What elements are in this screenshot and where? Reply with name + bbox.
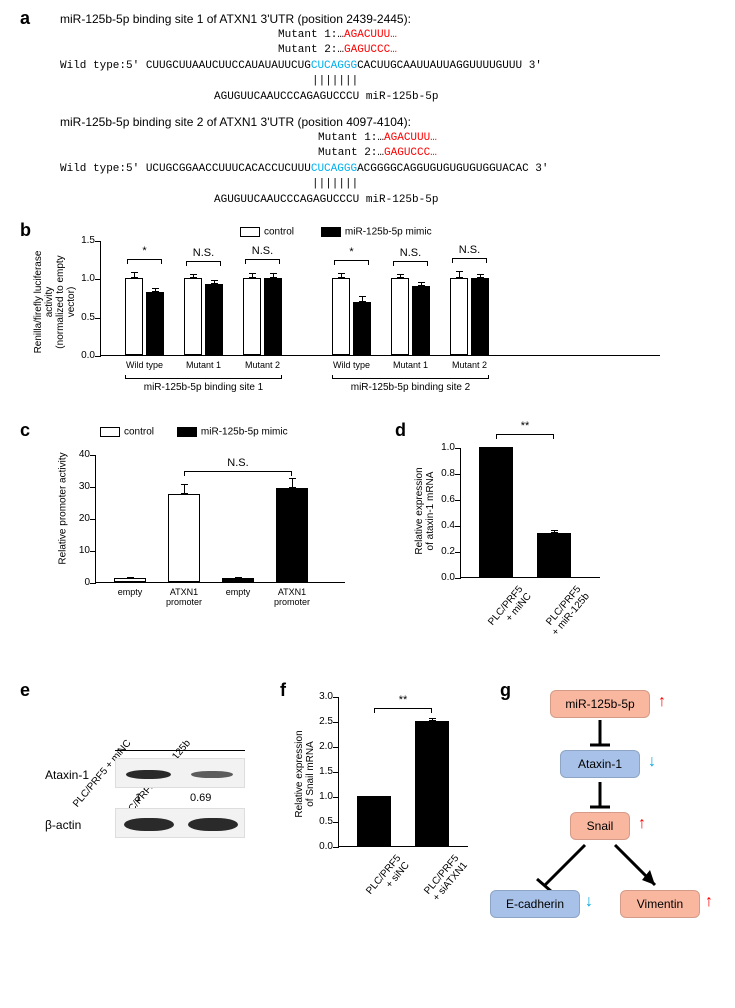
pathway-edges — [490, 690, 720, 990]
arrow-snail: ↑ — [638, 815, 646, 833]
panel-f-chart: Relative expression of Snail mRNA 0.00.5… — [290, 685, 500, 945]
legend-control: control — [264, 226, 294, 237]
panel-d-chart: Relative expression of ataxin-1 mRNA 0.0… — [410, 430, 660, 650]
panel-f-label: f — [280, 680, 286, 701]
node-ataxin: Ataxin-1 — [560, 750, 640, 778]
panel-a-label: a — [20, 8, 30, 29]
panel-c-label: c — [20, 420, 30, 441]
legend-mimic: miR-125b-5p mimic — [345, 226, 432, 237]
panel-d-label: d — [395, 420, 406, 441]
arrow-vim: ↑ — [705, 893, 713, 911]
arrow-ataxin: ↓ — [648, 753, 656, 771]
wb-row2-label: β-actin — [45, 818, 81, 832]
site2-title: miR-125b-5p binding site 2 of ATXN1 3'UT… — [60, 115, 700, 129]
panel-b-ylabel: Renilla/firefly luciferase activity (nor… — [33, 242, 77, 362]
panel-b-chart: control miR-125b-5p mimic Renilla/firefl… — [45, 225, 685, 415]
panel-e-label: e — [20, 680, 30, 701]
wb-row1-label: Ataxin-1 — [45, 768, 89, 782]
site2-seq: Mutant 1:…AGACUUU… Mutant 2:…GAGUCCC… Wi… — [60, 131, 700, 208]
site1-seq: Mutant 1:…AGACUUU… Mutant 2:…GAGUCCC… Wi… — [60, 28, 700, 105]
legend-mimic-swatch — [321, 227, 341, 237]
panel-a: miR-125b-5p binding site 1 of ATXN1 3'UT… — [60, 12, 700, 208]
panel-c-chart: control miR-125b-5p mimic Relative promo… — [45, 425, 375, 635]
panel-b-label: b — [20, 220, 31, 241]
legend-control-swatch — [240, 227, 260, 237]
panel-e-wb: PLC/PRF5 + miNC PLC/PRF5 + miR-125b Atax… — [45, 680, 265, 750]
node-snail: Snail — [570, 812, 630, 840]
panel-g-pathway: miR-125b-5p ↑ Ataxin-1 ↓ Snail ↑ E-cadhe… — [490, 690, 720, 990]
node-ecad: E-cadherin — [490, 890, 580, 918]
node-vim: Vimentin — [620, 890, 700, 918]
arrow-ecad: ↓ — [585, 893, 593, 911]
site1-title: miR-125b-5p binding site 1 of ATXN1 3'UT… — [60, 12, 700, 26]
